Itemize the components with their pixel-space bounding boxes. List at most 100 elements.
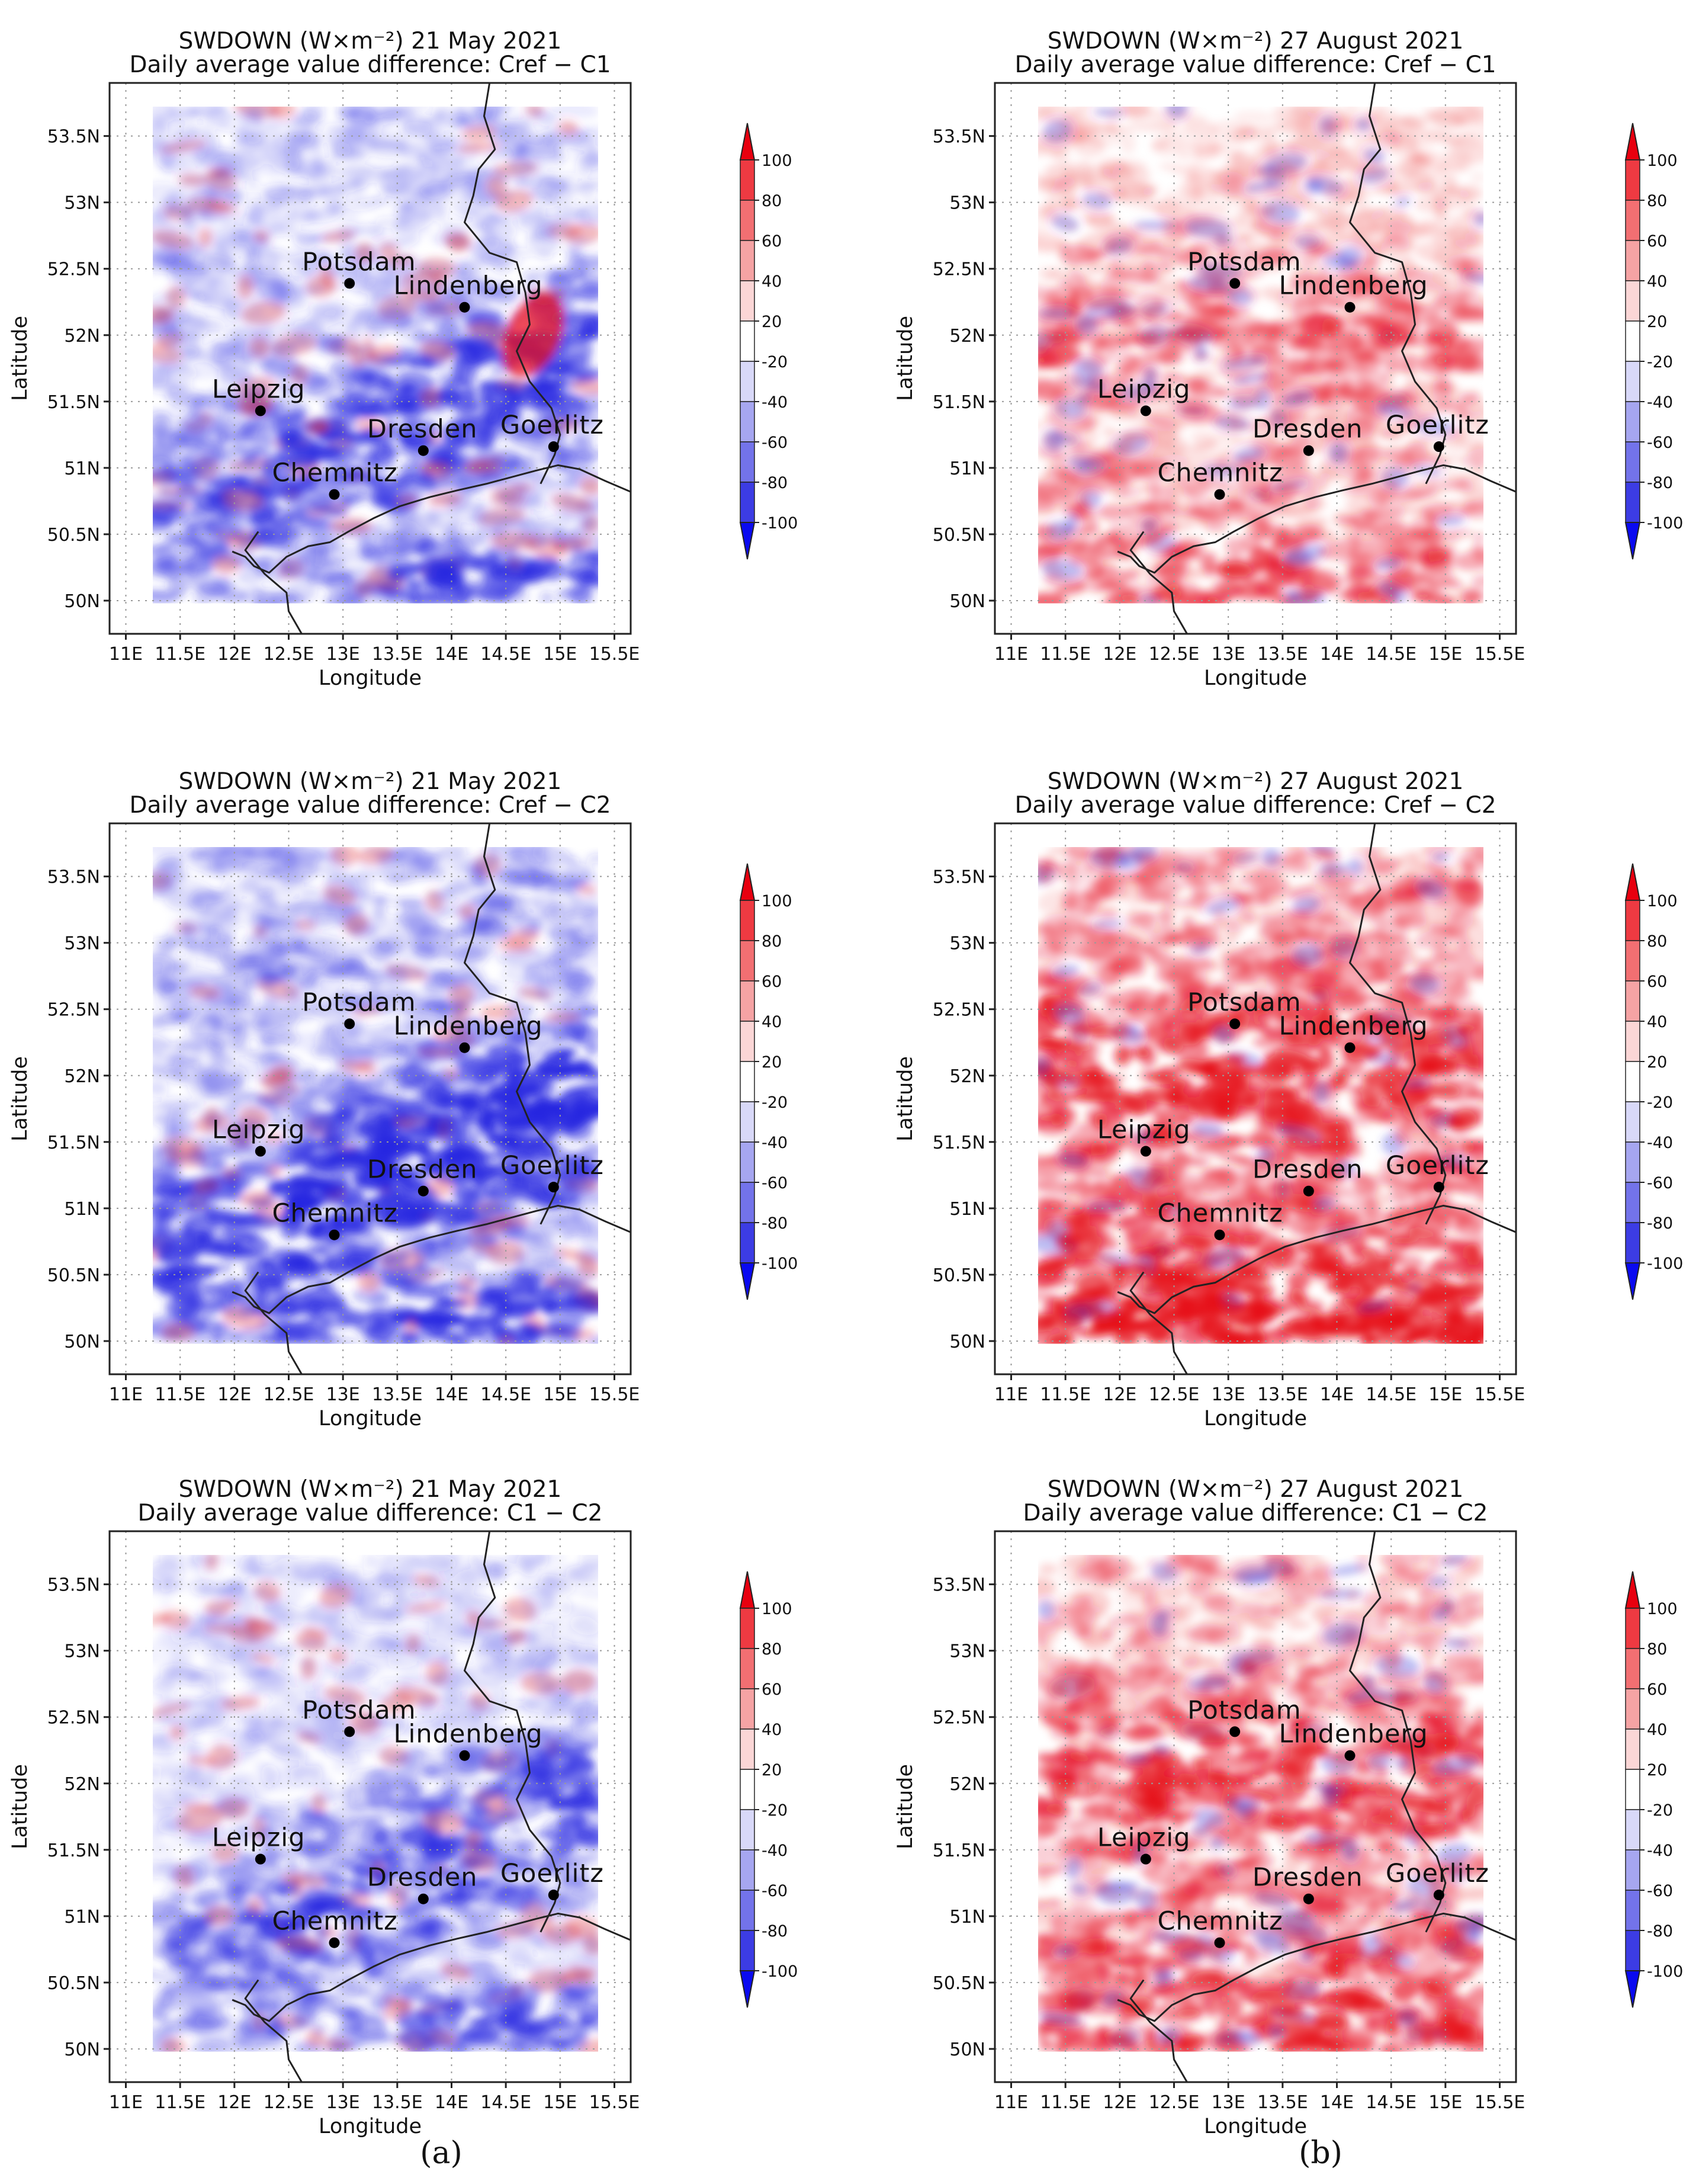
y-tick-label: 51.5N	[47, 392, 100, 413]
x-tick-label: 14.5E	[480, 644, 531, 665]
city-marker	[1344, 302, 1356, 313]
city-marker	[255, 405, 266, 416]
difference-field	[153, 107, 599, 604]
colorbar-label: -40	[1647, 1134, 1673, 1152]
city-marker	[1344, 1042, 1356, 1053]
city-marker	[329, 489, 340, 500]
y-tick-label: 53N	[949, 934, 985, 954]
x-tick-label: 15.5E	[1475, 644, 1525, 665]
city-marker	[548, 441, 559, 453]
x-tick-label: 14.5E	[1366, 644, 1417, 665]
x-tick-label: 13E	[326, 1384, 360, 1405]
x-tick-label: 11.5E	[1040, 1384, 1091, 1405]
colorbar-label: -80	[762, 1922, 788, 1941]
colorbar-label: 80	[762, 1640, 782, 1659]
x-tick-label: 13.5E	[372, 644, 423, 665]
y-tick-label: 53.5N	[47, 127, 100, 147]
country-border	[1117, 1204, 1517, 1314]
y-tick-label: 51N	[64, 1199, 100, 1220]
colorbar: 100 80 60 40 20 -20 -40 -60 -80 -100	[739, 1571, 798, 2008]
city-marker	[1140, 405, 1151, 416]
x-tick-label: 15.5E	[589, 1384, 640, 1405]
colorbar-label: -60	[1647, 1174, 1673, 1192]
colorbar-label: -100	[762, 1962, 798, 1981]
y-tick-label: 50.5N	[47, 1265, 100, 1286]
y-tick-label: 53.5N	[933, 1575, 985, 1596]
colorbar-label: 100	[762, 152, 792, 170]
map-frame	[994, 1530, 1517, 2083]
city-marker	[1229, 278, 1241, 289]
x-axis-label: Longitude	[1204, 666, 1307, 690]
colorbar: 100 80 60 40 20 -20 -40 -60 -80 -100	[1624, 123, 1683, 560]
colorbar: 100 80 60 40 20 -20 -40 -60 -80 -100	[1624, 863, 1683, 1300]
difference-field	[1038, 1555, 1484, 2052]
city-label: Leipzig	[212, 1115, 306, 1145]
city-marker	[344, 1726, 355, 1737]
x-tick-label: 15.5E	[1475, 2092, 1525, 2113]
city-marker	[548, 1890, 559, 1901]
map-frame	[108, 82, 632, 635]
country-border	[1349, 823, 1447, 1225]
panel-title: SWDOWN (W×m⁻²) 21 May 2021	[179, 28, 562, 54]
city-label: Leipzig	[1097, 375, 1191, 405]
panel-subtitle: Daily average value difference: C1 − C2	[138, 1500, 603, 1526]
colorbar-label: 40	[1647, 272, 1667, 291]
city-label: Leipzig	[212, 375, 306, 405]
colorbar-label: -20	[1647, 1093, 1673, 1112]
y-tick-label: 50N	[949, 591, 985, 612]
colorbar-label: 40	[762, 1013, 782, 1031]
city-marker	[1433, 1890, 1444, 1901]
x-tick-label: 11.5E	[155, 2092, 205, 2113]
city-label: Potsdam	[1187, 987, 1302, 1017]
y-tick-label: 52.5N	[933, 1000, 985, 1021]
city-label: Lindenberg	[394, 1720, 543, 1749]
x-tick-label: 15E	[543, 2092, 577, 2113]
x-tick-label: 14E	[435, 2092, 468, 2113]
colorbar-label: -20	[762, 1801, 788, 1820]
x-tick-label: 12.5E	[1149, 644, 1200, 665]
map-frame	[994, 822, 1517, 1375]
x-tick-label: 14E	[435, 1384, 468, 1405]
country-border	[1129, 1979, 1188, 2083]
colorbar-label: -40	[762, 393, 788, 412]
x-tick-label: 13.5E	[1257, 2092, 1308, 2113]
city-label: Goerlitz	[500, 1859, 604, 1888]
colorbar-label: -40	[1647, 393, 1673, 412]
x-tick-label: 11.5E	[1040, 644, 1091, 665]
colorbar-label: 100	[1647, 1600, 1678, 1618]
colorbar-label: 20	[1647, 1053, 1667, 1072]
x-tick-label: 14E	[1320, 2092, 1354, 2113]
city-label: Chemnitz	[272, 1199, 398, 1229]
panel-subtitle: Daily average value difference: Cref − C…	[129, 52, 611, 78]
y-tick-label: 52.5N	[47, 259, 100, 280]
city-marker	[1303, 445, 1314, 456]
x-tick-label: 15E	[543, 1384, 577, 1405]
country-border	[232, 1204, 631, 1314]
city-marker	[255, 1853, 266, 1865]
y-tick-label: 51N	[949, 1199, 985, 1220]
x-tick-label: 11.5E	[155, 644, 205, 665]
x-tick-label: 14E	[435, 644, 468, 665]
y-tick-label: 50.5N	[933, 1973, 985, 1994]
city-label: Dresden	[1252, 1863, 1363, 1893]
colorbar-label: -60	[762, 1882, 788, 1900]
colorbar-label: -40	[1647, 1842, 1673, 1860]
country-border	[1129, 531, 1188, 634]
x-tick-label: 14E	[1320, 644, 1354, 665]
x-tick-label: 12.5E	[1149, 1384, 1200, 1405]
city-label: Goerlitz	[1386, 1859, 1489, 1888]
colorbar-label: 100	[1647, 152, 1678, 170]
city-marker	[1303, 1185, 1314, 1197]
panel-title: SWDOWN (W×m⁻²) 21 May 2021	[179, 768, 562, 795]
caption-a: (a)	[420, 2135, 463, 2171]
x-tick-label: 14.5E	[1366, 1384, 1417, 1405]
y-tick-label: 50N	[949, 1332, 985, 1352]
colorbar-label: 40	[762, 272, 782, 291]
y-tick-label: 53N	[949, 193, 985, 214]
y-tick-label: 50.5N	[933, 1265, 985, 1286]
city-marker	[459, 1042, 470, 1053]
colorbar-label: 20	[1647, 313, 1667, 331]
